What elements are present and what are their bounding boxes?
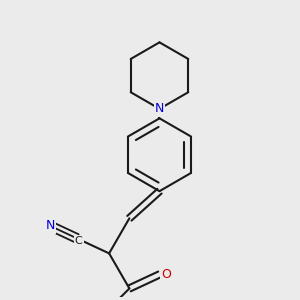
Text: N: N [46, 219, 55, 232]
Text: N: N [155, 102, 164, 115]
Text: C: C [75, 236, 83, 246]
Text: O: O [161, 268, 171, 281]
